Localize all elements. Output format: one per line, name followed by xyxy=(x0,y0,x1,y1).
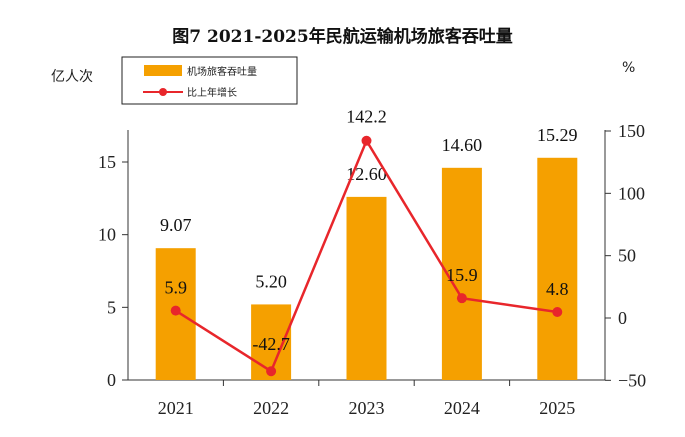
left-tick-label: 15 xyxy=(98,152,116,172)
x-tick-label: 2021 xyxy=(158,398,194,418)
right-axis-unit: % xyxy=(622,60,636,76)
line-data-label: 142.2 xyxy=(346,107,387,127)
x-tick-label: 2025 xyxy=(539,398,575,418)
right-tick-label: 150 xyxy=(618,121,645,141)
x-tick-label: 2023 xyxy=(349,398,385,418)
legend-line-label: 比上年增长 xyxy=(187,86,237,99)
bar-data-label: 15.29 xyxy=(537,125,578,145)
left-tick-label: 0 xyxy=(107,370,116,390)
line-point xyxy=(552,307,563,318)
line-data-label: 4.8 xyxy=(546,279,569,299)
bar xyxy=(346,196,387,380)
bar-data-label: 14.60 xyxy=(442,135,483,155)
x-tick-label: 2024 xyxy=(444,398,480,418)
legend-line-marker xyxy=(159,88,167,96)
left-tick-label: 10 xyxy=(98,225,116,245)
line-point xyxy=(361,135,372,146)
chart-title: 图7 2021-2025年民航运输机场旅客吞吐量 xyxy=(172,27,513,47)
right-tick-label: −50 xyxy=(618,370,646,390)
line-point xyxy=(266,366,277,377)
bar-data-label: 12.60 xyxy=(346,164,387,184)
line-data-label: -42.7 xyxy=(252,334,290,354)
legend: 机场旅客吞吐量 比上年增长 xyxy=(121,56,298,105)
left-tick-label: 5 xyxy=(107,297,116,317)
right-tick-label: 0 xyxy=(618,308,627,328)
bar xyxy=(537,157,578,380)
bar-data-label: 5.20 xyxy=(255,271,287,291)
right-tick-label: 50 xyxy=(618,246,636,266)
legend-bar-label: 机场旅客吞吐量 xyxy=(187,65,257,78)
legend-bar-swatch xyxy=(144,65,182,76)
right-tick-label: 100 xyxy=(618,183,645,203)
line-data-label: 5.9 xyxy=(164,278,187,298)
line-point xyxy=(170,305,181,316)
line-point xyxy=(456,293,467,304)
bar-data-label: 9.07 xyxy=(160,215,192,235)
x-tick-label: 2022 xyxy=(253,398,289,418)
legend-box xyxy=(121,56,298,105)
line-data-label: 15.9 xyxy=(446,265,478,285)
left-axis-unit: 亿人次 xyxy=(51,69,93,85)
